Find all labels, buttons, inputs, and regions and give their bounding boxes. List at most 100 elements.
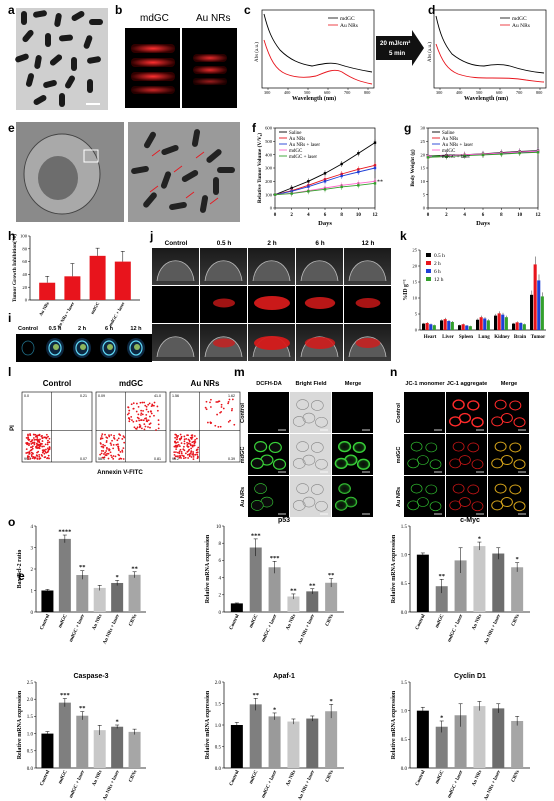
- x-tick-label: mdGC: [249, 769, 260, 785]
- event-dot: [192, 452, 195, 455]
- x-tick-label: Tumor: [531, 335, 546, 340]
- x-tick-label: Au NRs: [472, 614, 484, 631]
- event-dot: [180, 457, 182, 459]
- event-dot: [45, 451, 48, 454]
- x-tick-label: mdGC + laser: [69, 769, 87, 799]
- event-dot: [46, 443, 49, 446]
- arrow-marker: [151, 149, 161, 157]
- merge-cell: [491, 458, 504, 469]
- event-dot: [117, 447, 120, 449]
- event-dot: [180, 452, 183, 455]
- event-dot: [104, 454, 107, 456]
- event-dot: [35, 438, 37, 441]
- event-dot: [37, 450, 40, 453]
- chart-title: Cyclin D1: [454, 673, 486, 680]
- x-tick-label: mdGC + laser: [108, 301, 126, 327]
- event-dot: [177, 455, 179, 458]
- cell-outline: [310, 400, 324, 411]
- event-dot: [40, 442, 42, 445]
- merge-cell: [513, 459, 526, 470]
- event-dot: [196, 448, 199, 451]
- x-tick-label: CBNs: [325, 770, 335, 783]
- event-dot: [217, 425, 220, 428]
- y-tick-label: 1.5: [27, 715, 34, 720]
- bar: [111, 582, 124, 612]
- tumor-spot: [21, 340, 35, 356]
- event-dot: [113, 434, 115, 437]
- bar: [41, 590, 54, 612]
- x-tick-label: Au NRs: [92, 614, 104, 631]
- event-dot: [31, 439, 33, 442]
- y-tick-label: 25: [420, 139, 425, 144]
- y-tick-label: 0.5: [401, 582, 408, 587]
- event-dot: [143, 423, 146, 426]
- event-dot: [35, 435, 38, 438]
- x-tick-label: Au NRs + laser: [298, 769, 317, 801]
- nanorod: [169, 201, 187, 211]
- x-tick-label: 10: [356, 213, 362, 218]
- y-axis-label: Body Weight (g): [409, 149, 416, 187]
- bar: [435, 586, 448, 612]
- cell-outline: [292, 416, 306, 427]
- legend-label: Au NRs + laser: [289, 143, 320, 148]
- tumor-spot-core: [107, 344, 113, 350]
- y-tick-label: 4: [219, 576, 222, 581]
- event-dot: [142, 419, 145, 422]
- label-mdgc-b: mdGC: [140, 13, 169, 24]
- event-dot: [117, 437, 120, 440]
- event-dot: [145, 417, 148, 420]
- event-dot: [233, 423, 236, 426]
- event-dot: [180, 450, 183, 453]
- cell-outline: [315, 500, 328, 512]
- x-tick-label: 0: [427, 213, 430, 218]
- event-dot: [179, 448, 182, 451]
- event-dot: [227, 400, 230, 403]
- column-label: Merge: [345, 381, 361, 387]
- column-label: Bright Field: [295, 381, 327, 387]
- flow-plot: [169, 391, 241, 463]
- event-dot: [191, 444, 194, 447]
- y-tick-label: 0.5: [215, 745, 222, 750]
- event-dot: [102, 445, 104, 448]
- event-dot: [128, 412, 130, 415]
- merge-cell: [491, 500, 504, 511]
- event-dot: [149, 415, 151, 418]
- tumor-outline: [204, 260, 243, 282]
- y-tick-label: 2.5: [27, 681, 34, 686]
- event-dot: [139, 425, 142, 427]
- event-dot: [176, 436, 179, 439]
- monomer-cell: [429, 501, 442, 512]
- event-dot: [121, 438, 124, 440]
- y-tick-label: 8: [219, 542, 222, 547]
- event-dot: [178, 452, 181, 455]
- legend-swatch: [426, 253, 431, 257]
- significance-label: *: [440, 714, 443, 721]
- tumor-outline: [156, 260, 195, 282]
- bar: [435, 726, 448, 768]
- event-dot: [145, 405, 148, 408]
- event-dot: [128, 409, 131, 412]
- series-aunrs-c: [263, 39, 373, 85]
- event-dot: [45, 433, 48, 436]
- event-dot: [134, 427, 137, 430]
- y-tick-label: 2.0: [215, 681, 222, 686]
- event-dot: [115, 443, 118, 446]
- quadrant-value: 58.1: [98, 457, 105, 461]
- event-dot: [45, 448, 47, 451]
- fluorescent-cell: [356, 458, 371, 470]
- event-dot: [183, 435, 186, 438]
- x-tick-label: 4: [307, 213, 310, 218]
- micrograph: [446, 434, 487, 475]
- event-dot: [133, 426, 136, 429]
- y-axis-label: Relative mRNA expression: [17, 690, 23, 759]
- nanorod: [15, 53, 29, 63]
- panel-letter-j: j: [149, 229, 153, 243]
- x-tick-label: mdGC + laser: [261, 613, 279, 643]
- event-dot: [109, 442, 112, 445]
- legend-swatch: [426, 277, 431, 281]
- monomer-cell: [407, 500, 420, 511]
- y-tick-label: 30: [420, 126, 425, 131]
- bar: [39, 282, 56, 300]
- event-dot: [141, 413, 144, 416]
- panel-letter-g: g: [404, 121, 411, 135]
